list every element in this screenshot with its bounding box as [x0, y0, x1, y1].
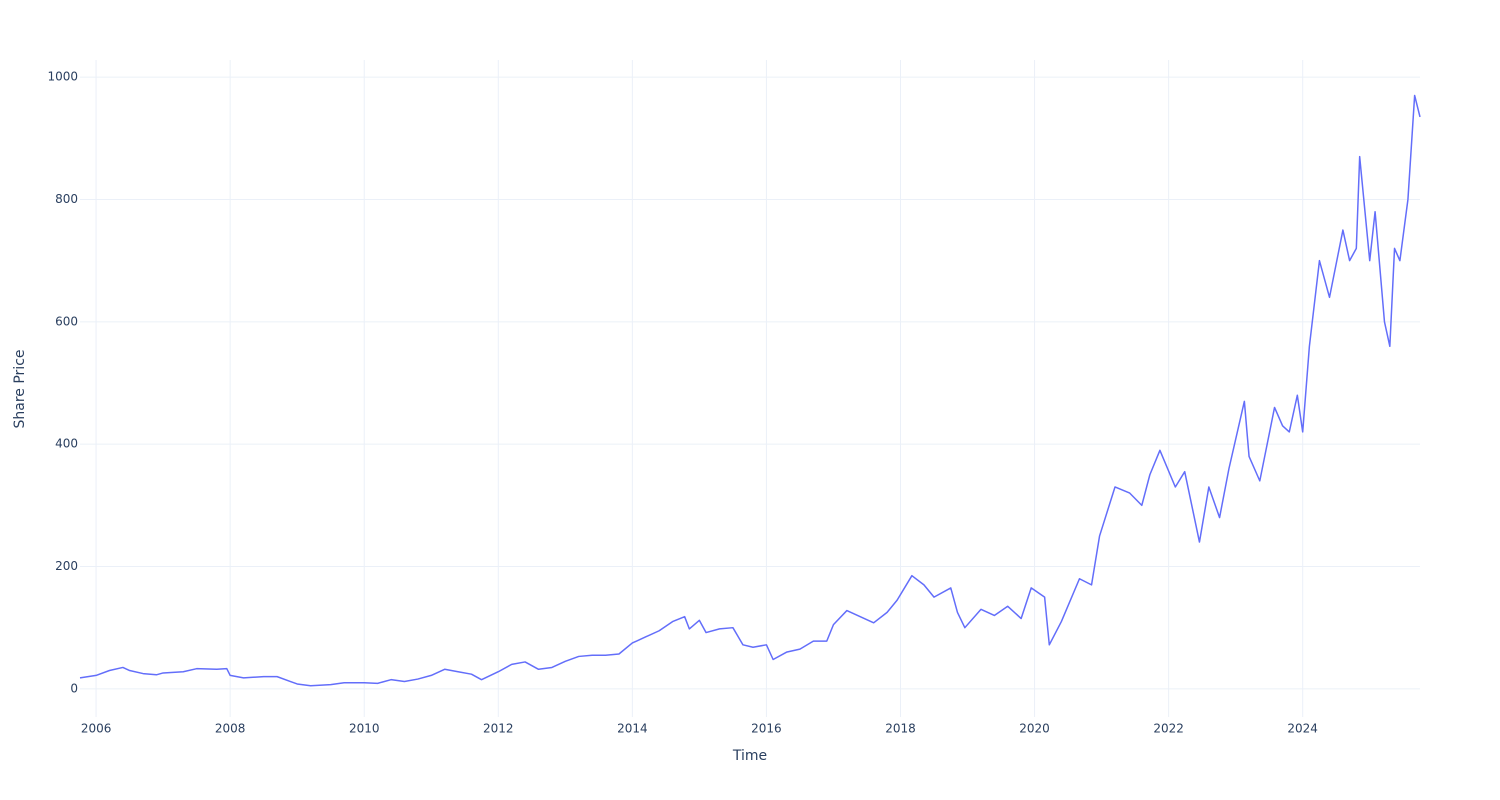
x-tick-label: 2022 — [1153, 722, 1184, 736]
y-tick-label: 600 — [55, 314, 78, 328]
grid — [80, 60, 1420, 717]
x-tick-label: 2008 — [215, 722, 246, 736]
price-line — [79, 94, 1421, 687]
x-tick-label: 2006 — [81, 722, 112, 736]
x-tick-label: 2018 — [885, 722, 916, 736]
x-tick-label: 2024 — [1287, 722, 1318, 736]
x-axis-title: Time — [732, 748, 767, 764]
y-tick-label: 1000 — [47, 70, 78, 84]
y-tick-label: 800 — [55, 192, 78, 206]
y-tick-label: 0 — [70, 681, 78, 695]
y-tick-label: 200 — [55, 559, 78, 573]
y-axis-title: Share Price — [12, 349, 28, 428]
x-tick-label: 2016 — [751, 722, 782, 736]
x-tick-label: 2020 — [1019, 722, 1050, 736]
y-tick-label: 400 — [55, 437, 78, 451]
x-tick-label: 2012 — [483, 722, 514, 736]
x-tick-label: 2010 — [349, 722, 380, 736]
x-tick-label: 2014 — [617, 722, 648, 736]
